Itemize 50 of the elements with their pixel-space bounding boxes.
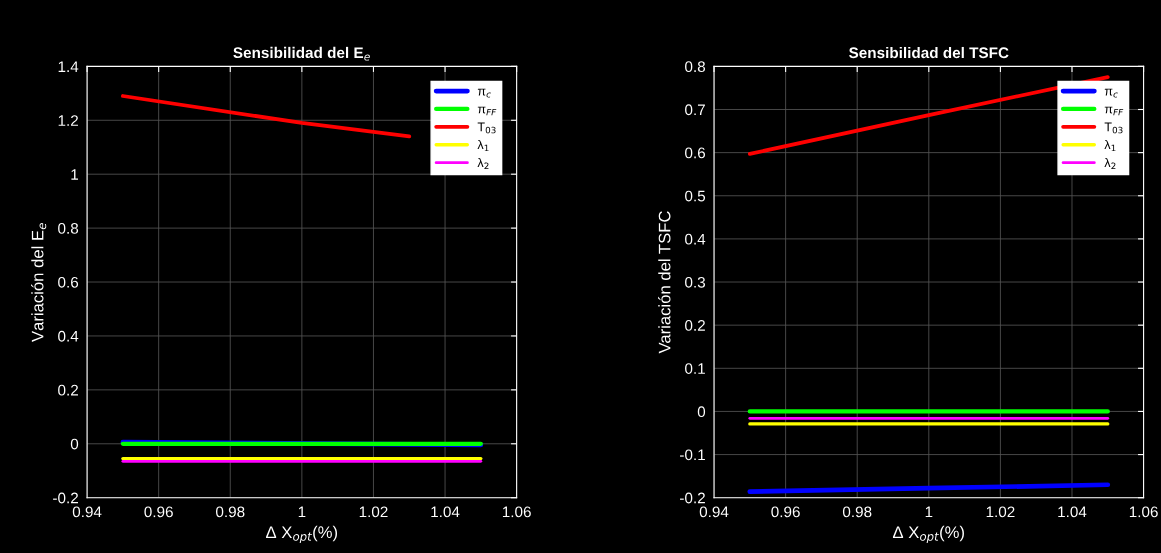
x-tick-label: 1.04 <box>431 506 460 518</box>
legend-label: π$_{c}$ <box>477 88 491 98</box>
x-tick-label: 0.96 <box>771 506 800 518</box>
y-tick-label: 0 <box>697 406 706 418</box>
legend-label: π$_{FF}$ <box>477 106 497 116</box>
x-tick-label: 0.98 <box>842 506 872 518</box>
y-tick-label: 0.5 <box>685 190 706 202</box>
y-tick-label: -0.2 <box>53 492 78 504</box>
x-tick-label: 1.02 <box>359 506 388 518</box>
legend-label: λ$_{2}$ <box>1104 157 1116 170</box>
legend-label: π$_{FF}$ <box>1104 106 1124 116</box>
legend-label: π$_{c}$ <box>1104 88 1118 98</box>
y-tick-label: 0.6 <box>685 147 706 159</box>
x-axis-title: Δ X$_{opt}$(%) <box>892 525 964 544</box>
legend-label: λ$_{1}$ <box>1104 140 1116 152</box>
y-tick-label: 0.6 <box>58 276 79 288</box>
y-tick-label: 0.1 <box>685 363 705 374</box>
y-tick-label: 0.4 <box>58 330 79 342</box>
y-tick-label: 1.2 <box>58 115 78 126</box>
y-tick-label: -0.1 <box>680 449 705 461</box>
y-tick-label: -0.2 <box>680 492 705 504</box>
y-tick-label: 0.7 <box>685 104 705 116</box>
x-tick-label: 1.06 <box>502 506 531 518</box>
y-axis-title: Variación del E$_{e}$ <box>31 223 47 342</box>
x-tick-label: 1 <box>298 506 306 518</box>
y-tick-label: 0.4 <box>685 233 706 245</box>
chart-title: Sensibilidad del E$_{e}$ <box>233 46 370 61</box>
x-tick-label: 1 <box>925 506 933 518</box>
y-tick-label: 0 <box>70 438 79 450</box>
legend-label: λ$_{1}$ <box>477 140 489 152</box>
y-tick-label: 0.8 <box>685 61 706 73</box>
legend-label: T$_{03}$ <box>477 122 496 134</box>
legend-label: T$_{03}$ <box>1104 122 1123 134</box>
x-tick-label: 1.02 <box>986 506 1015 518</box>
y-tick-label: 1 <box>71 169 78 180</box>
y-axis-title: Variación del TSFC <box>658 211 671 354</box>
y-tick-label: 1.4 <box>58 61 79 72</box>
y-tick-label: 0.2 <box>685 320 705 331</box>
x-tick-label: 0.94 <box>72 506 102 518</box>
x-tick-label: 1.06 <box>1129 506 1158 518</box>
y-tick-label: 0.3 <box>685 276 706 288</box>
x-tick-label: 1.04 <box>1058 506 1087 518</box>
y-tick-label: 0.8 <box>58 222 79 234</box>
y-tick-label: 0.2 <box>58 384 78 396</box>
x-tick-label: 0.98 <box>216 506 245 518</box>
x-axis-title: Δ X$_{opt}$(%) <box>266 525 338 544</box>
x-tick-label: 0.96 <box>144 506 173 518</box>
legend-label: λ$_{2}$ <box>477 157 489 170</box>
x-tick-label: 0.94 <box>699 506 729 518</box>
chart-title: Sensibilidad del TSFC <box>849 46 1009 59</box>
